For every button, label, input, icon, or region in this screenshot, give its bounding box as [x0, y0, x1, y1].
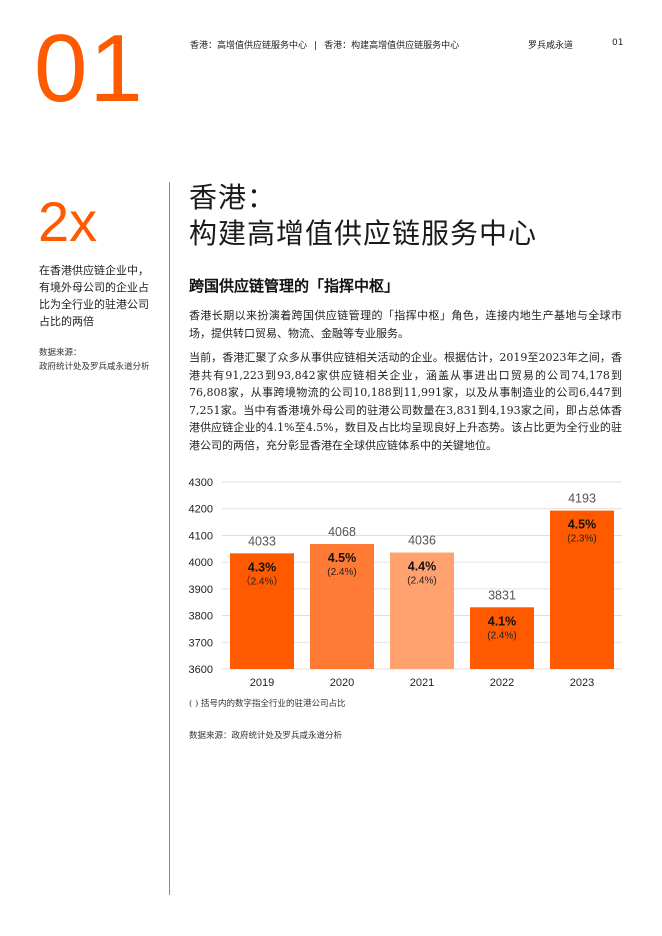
bar	[390, 552, 454, 669]
x-tick-label: 2019	[250, 677, 274, 689]
header-section-1: 香港：高增值供应链服务中心	[190, 41, 308, 51]
sidebar-source: 数据来源： 政府统计处及罗兵咸永道分析	[39, 346, 169, 374]
stat-description: 在香港供应链企业中，有境外母公司的企业占比为全行业的驻港公司占比的两倍	[39, 264, 149, 328]
y-tick-label: 4200	[189, 504, 213, 516]
body-text: 香港长期以来扮演着跨国供应链管理的「指挥中枢」角色，连接内地生产基地与全球市场，…	[189, 307, 622, 461]
x-tick-label: 2022	[490, 677, 514, 689]
y-tick-label: 3900	[189, 584, 213, 596]
chart-footnote: ( ) 括号内的数字指全行业的驻港公司占比	[189, 699, 346, 709]
x-tick-label: 2021	[410, 677, 434, 689]
y-tick-label: 3800	[189, 611, 213, 623]
bar-industry-share-label: (2.3%)	[567, 534, 596, 545]
bar	[550, 510, 614, 669]
bar	[310, 543, 374, 669]
bar-chart: 3600 3700 3800 3900 4000 4100 4200 4300 4033 4.3%…	[189, 477, 622, 689]
bar-share-label: 4.5%	[328, 551, 357, 565]
bar-industry-share-label: （2.4%）	[241, 575, 284, 587]
bar-share-label: 4.5%	[568, 518, 597, 532]
sidebar-source-label: 数据来源：	[39, 348, 82, 358]
sidebar-source-text: 政府统计处及罗兵咸永道分析	[39, 362, 150, 372]
bar-industry-share-label: (2.4%)	[487, 630, 516, 641]
bar-value-label: 4036	[408, 534, 436, 548]
bar	[230, 553, 294, 669]
header-brand: 罗兵咸永道	[528, 41, 574, 51]
body-paragraph-2: 当前，香港汇聚了众多从事供应链相关活动的企业。根据估计，2019至2023年之间…	[189, 351, 622, 452]
y-tick-label: 4300	[189, 477, 213, 489]
header-section-2: 香港：构建高增值供应链服务中心	[324, 41, 460, 51]
y-tick-label: 3600	[189, 664, 213, 676]
page-title: 香港： 构建高增值供应链服务中心	[189, 180, 639, 252]
x-tick-label: 2023	[570, 677, 594, 689]
bar-value-label: 4193	[568, 492, 596, 506]
bar-value-label: 4068	[328, 525, 356, 539]
y-tick-label: 4000	[189, 557, 213, 569]
bar-value-label: 4033	[248, 534, 276, 548]
bar-share-label: 4.4%	[408, 560, 437, 574]
body-paragraph-1: 香港长期以来扮演着跨国供应链管理的「指挥中枢」角色，连接内地生产基地与全球市场，…	[189, 309, 622, 340]
y-tick-label: 3700	[189, 637, 213, 649]
bar-industry-share-label: (2.4%)	[327, 567, 356, 578]
y-tick-label: 4100	[189, 530, 213, 542]
bar-share-label: 4.3%	[248, 560, 277, 574]
bar-value-label: 3831	[488, 588, 516, 602]
vertical-divider	[169, 182, 170, 895]
header-section-titles: 香港：高增值供应链服务中心 | 香港：构建高增值供应链服务中心	[190, 38, 459, 51]
section-subheading: 跨国供应链管理的「指挥中枢」	[189, 277, 400, 295]
chapter-number: 01	[34, 15, 145, 122]
stat-value: 2x	[38, 190, 98, 253]
header-page-number: 01	[612, 38, 624, 48]
page-title-line-1: 香港：	[189, 181, 277, 214]
bar-industry-share-label: (2.4%)	[407, 576, 436, 587]
chart-source: 数据来源：政府统计处及罗兵咸永道分析	[189, 731, 343, 741]
header-separator: |	[314, 41, 318, 51]
page-title-line-2: 构建高增值供应链服务中心	[189, 217, 538, 250]
bar-share-label: 4.1%	[488, 614, 517, 628]
bar	[470, 607, 534, 669]
x-tick-label: 2020	[330, 677, 354, 689]
